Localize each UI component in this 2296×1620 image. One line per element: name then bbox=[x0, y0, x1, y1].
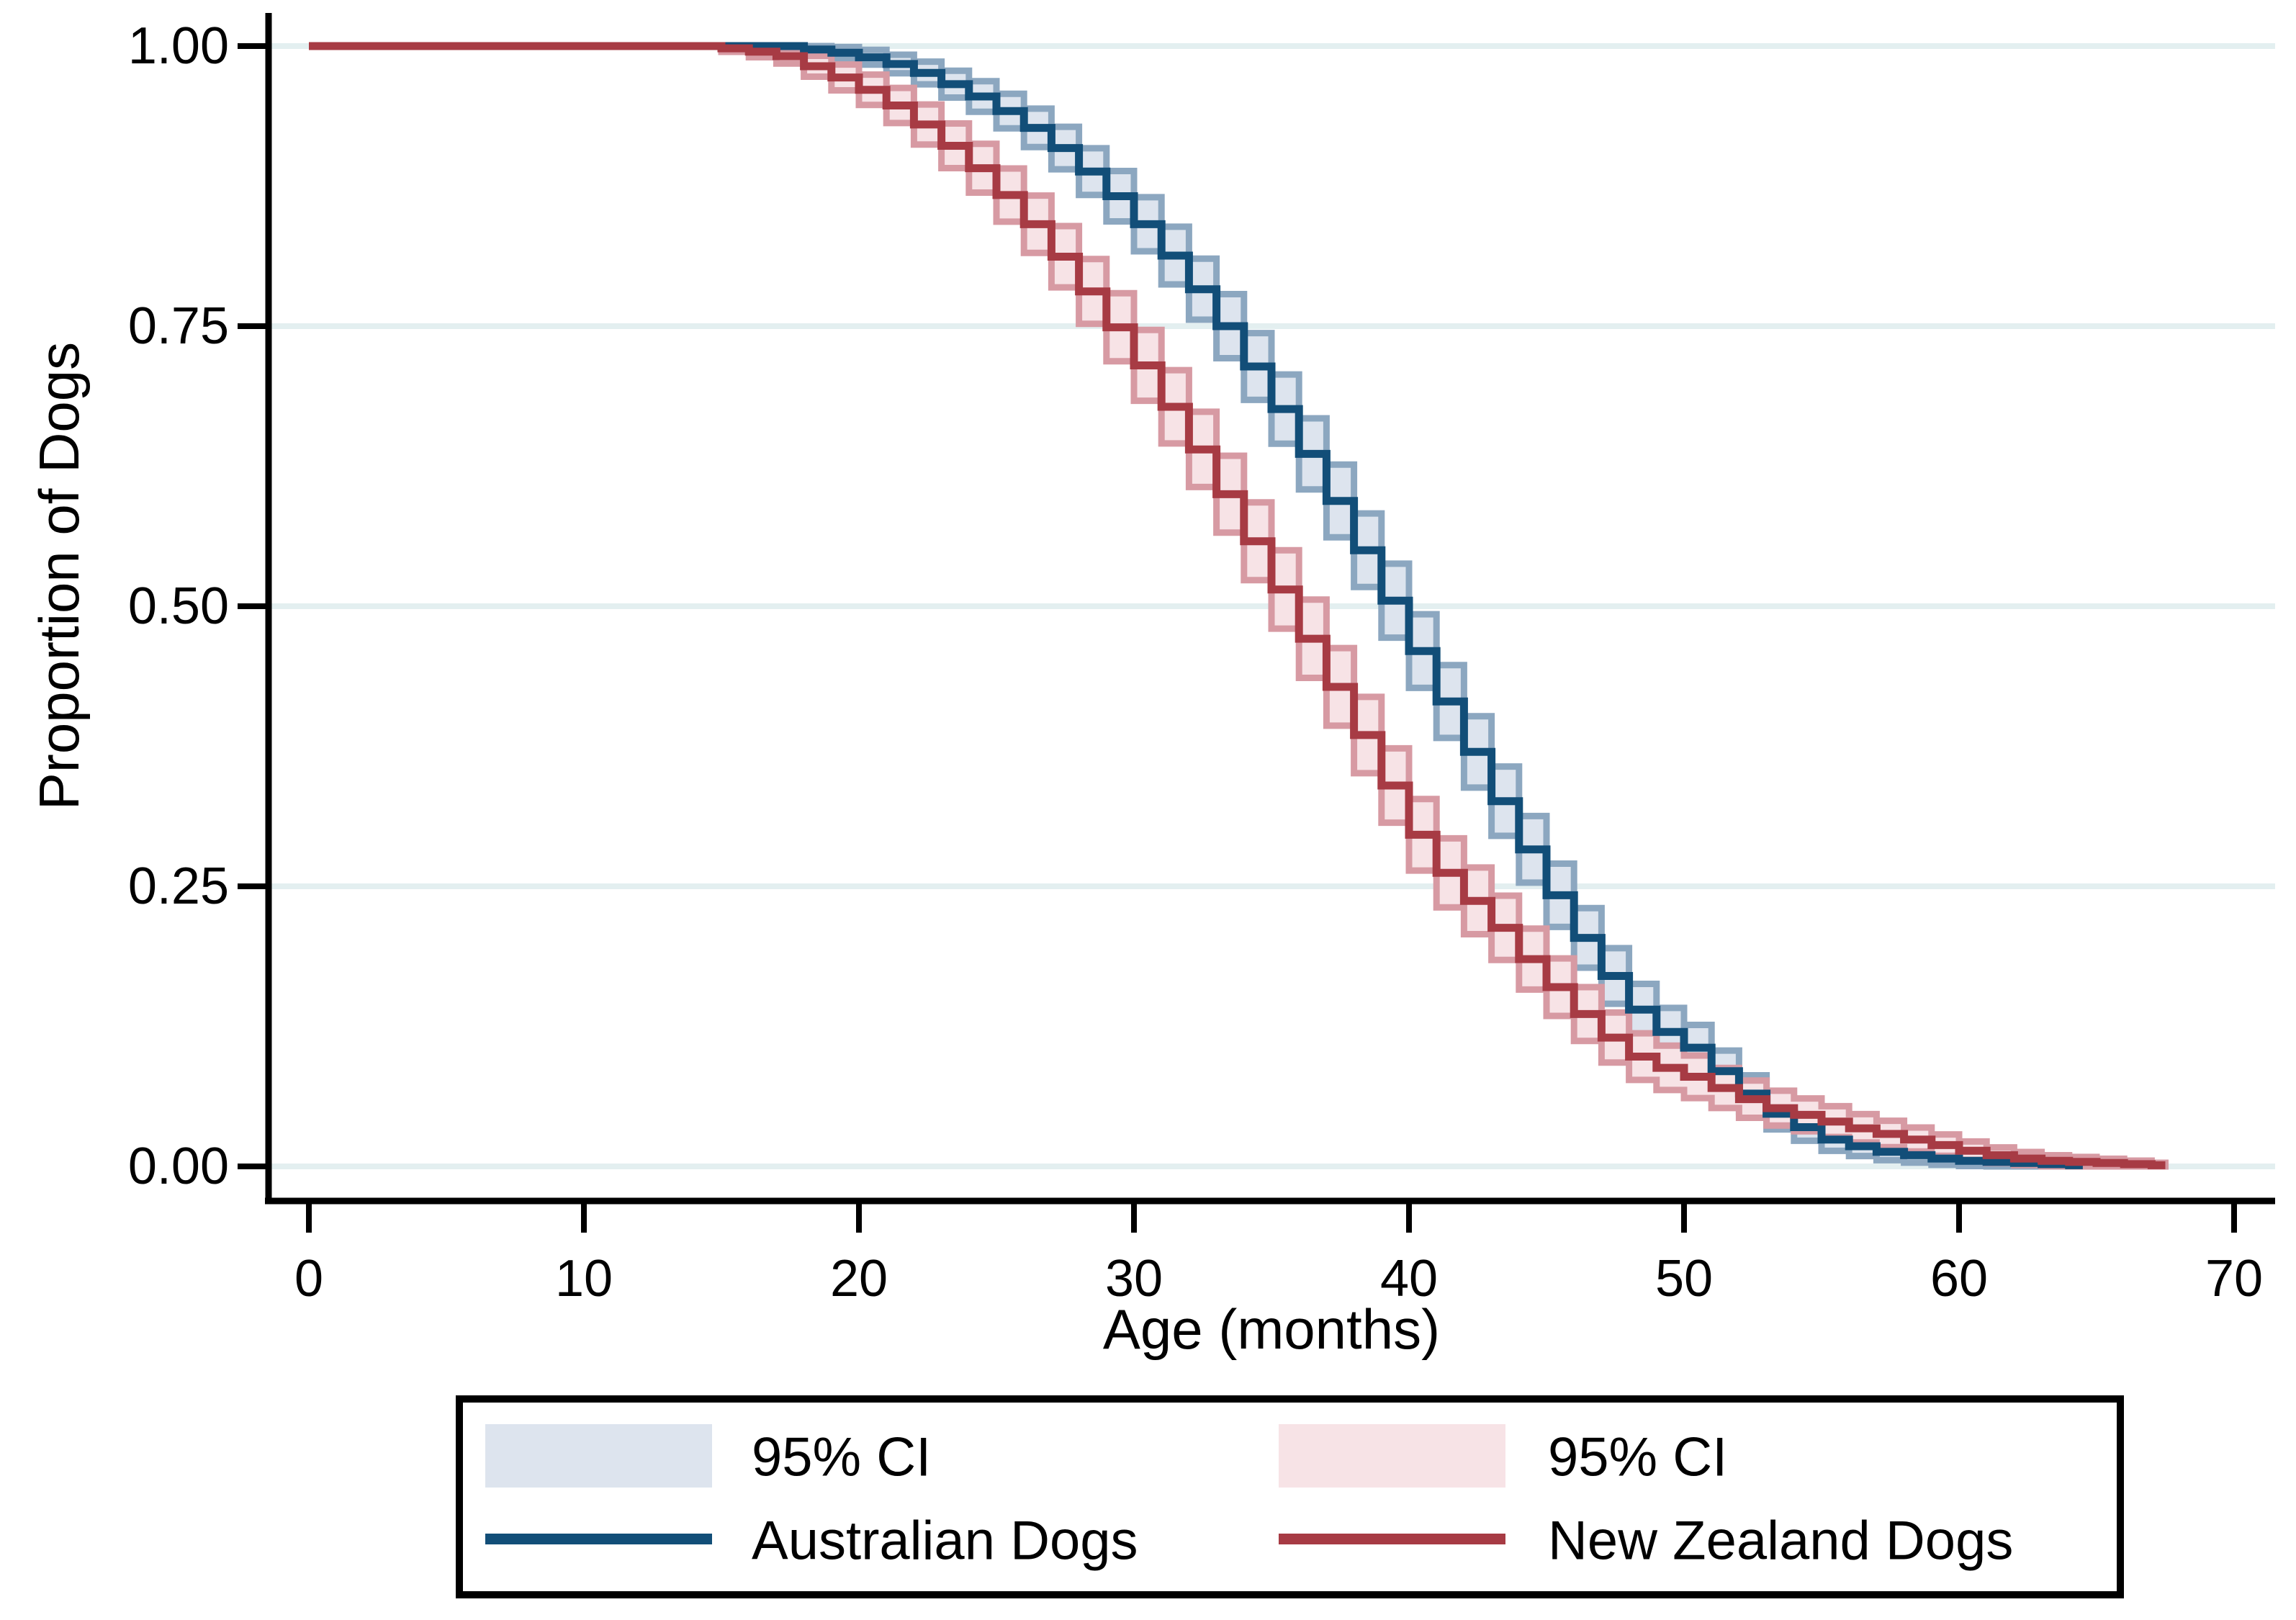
x-tick-label: 70 bbox=[2205, 1250, 2263, 1308]
legend-swatch-new-zealand-line bbox=[1279, 1534, 1505, 1544]
x-axis-title: Age (months) bbox=[1103, 1297, 1440, 1361]
y-axis-title: Proportion of Dogs bbox=[27, 342, 91, 810]
x-tick-label: 60 bbox=[1930, 1250, 1988, 1308]
x-tick-label: 0 bbox=[294, 1250, 323, 1308]
x-tick-label: 10 bbox=[555, 1250, 613, 1308]
australian-dogs-curve bbox=[309, 42, 2083, 1169]
legend-label-new-zealand-dogs: New Zealand Dogs bbox=[1548, 1511, 2013, 1572]
y-tick-label: 1.00 bbox=[128, 17, 229, 75]
new-zealand-dogs-curve bbox=[309, 42, 2166, 1169]
legend-label-australian-ci: 95% CI bbox=[752, 1427, 931, 1488]
x-tick-label: 50 bbox=[1655, 1250, 1713, 1308]
legend: 95% CI 95% CI Australian Dogs New Zealan… bbox=[456, 1395, 2124, 1598]
y-tick-label: 0.75 bbox=[128, 297, 229, 355]
survival-curves bbox=[309, 42, 2166, 1169]
x-axis-ticks: 0 10 20 30 40 50 60 70 bbox=[294, 1201, 2263, 1308]
x-tick-label: 20 bbox=[830, 1250, 888, 1308]
legend-label-australian-dogs: Australian Dogs bbox=[752, 1511, 1138, 1572]
y-axis-ticks: 0.00 0.25 0.50 0.75 1.00 bbox=[128, 17, 269, 1195]
y-tick-label: 0.50 bbox=[128, 577, 229, 635]
legend-swatch-australian-line bbox=[485, 1534, 712, 1544]
legend-swatch-australian-ci bbox=[485, 1424, 712, 1488]
legend-label-new-zealand-ci: 95% CI bbox=[1548, 1427, 1727, 1488]
x-tick-label: 40 bbox=[1380, 1250, 1438, 1308]
y-tick-label: 0.00 bbox=[128, 1138, 229, 1195]
x-tick-label: 30 bbox=[1105, 1250, 1163, 1308]
legend-swatch-new-zealand-ci bbox=[1279, 1424, 1505, 1488]
y-tick-label: 0.25 bbox=[128, 858, 229, 915]
